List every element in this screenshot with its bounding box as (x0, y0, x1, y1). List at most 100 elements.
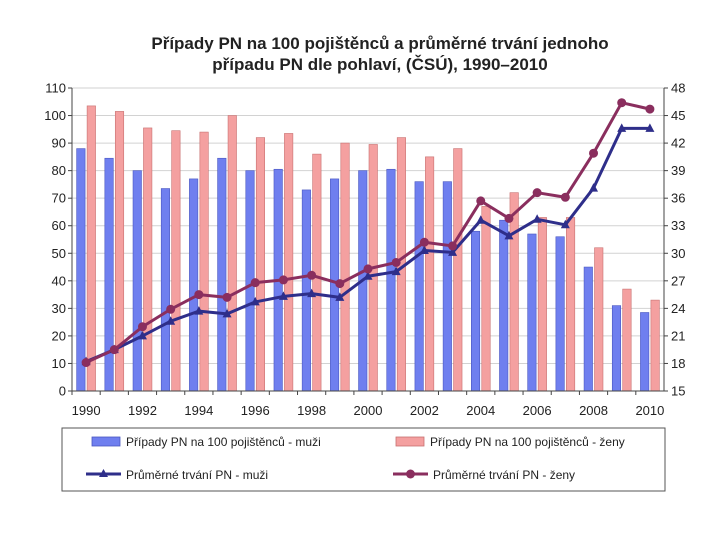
x-tick-label: 2006 (523, 403, 552, 418)
x-tick-label: 1998 (297, 403, 326, 418)
bar-women (650, 299, 660, 392)
legend-marker-line-men (99, 469, 108, 477)
marker-women (391, 257, 401, 267)
gridlines (72, 87, 664, 392)
right-tick-label: 39 (671, 163, 685, 178)
bar-women (255, 137, 265, 392)
bar-women (481, 206, 491, 392)
right-tick-label: 45 (671, 108, 685, 123)
x-tick-label: 2008 (579, 403, 608, 418)
line-series (81, 98, 655, 368)
x-tick-label: 2000 (354, 403, 383, 418)
marker-men (476, 215, 486, 224)
marker-women (532, 188, 542, 198)
bar-women (509, 192, 519, 392)
right-tick-label: 27 (671, 273, 685, 288)
right-tick-label: 30 (671, 246, 685, 261)
marker-men (250, 296, 260, 306)
x-axis-ticks: 1990 1992 1994 1996 1998 2000 2002 2004 2006 2008… (71, 391, 664, 418)
legend-label-bar-women: Případy PN na 100 pojištěnců - ženy (430, 435, 625, 449)
marker-men (419, 245, 429, 255)
bar-women (425, 156, 435, 392)
legend-label-line-men: Průměrné trvání PN - muži (126, 468, 268, 482)
left-tick-label: 70 (52, 191, 66, 206)
bar-men (471, 230, 481, 392)
bar-women (537, 217, 547, 392)
legend-box (61, 427, 666, 492)
marker-women (504, 213, 514, 223)
marker-men (166, 316, 176, 325)
legend: Případy PN na 100 pojištěnců - muži Příp… (61, 427, 666, 492)
marker-men (278, 291, 288, 300)
bar-men (386, 168, 396, 392)
right-axis-ticks: 15 18 21 24 27 30 33 36 39 42 45 48 (664, 81, 685, 399)
marker-men (448, 247, 458, 256)
chart-title-line-1: Případy PN na 100 pojištěnců a průměrné … (151, 34, 608, 53)
marker-men (307, 288, 317, 298)
bar-women (143, 127, 153, 392)
marker-men (532, 214, 542, 223)
marker-women (589, 148, 599, 158)
legend-swatch-bar-women (395, 436, 425, 447)
bar-men (555, 236, 565, 392)
left-tick-label: 40 (52, 273, 66, 288)
marker-women (448, 241, 458, 251)
right-tick-label: 18 (671, 356, 685, 371)
marker-women (419, 237, 429, 247)
bar-men (104, 157, 114, 392)
left-axis-ticks: 0 10 20 30 40 50 60 70 80 90 100 110 (44, 81, 72, 399)
right-tick-label: 42 (671, 136, 685, 151)
marker-women (81, 358, 91, 368)
bar-men (301, 189, 311, 392)
bar-men (640, 312, 650, 392)
marker-men (589, 183, 599, 192)
bar-men (499, 219, 509, 392)
left-tick-label: 60 (52, 218, 66, 233)
marker-men (560, 219, 570, 229)
plot-area (72, 88, 664, 391)
marker-women (335, 279, 345, 289)
x-tick-label: 2002 (410, 403, 439, 418)
marker-men (194, 306, 204, 315)
marker-men (335, 292, 345, 301)
bar-men (414, 181, 424, 392)
bar-women (594, 247, 604, 392)
legend-swatch-bar-men (91, 436, 121, 447)
left-tick-label: 100 (44, 108, 66, 123)
left-tick-label: 110 (45, 81, 66, 96)
legend-label-bar-men: Případy PN na 100 pojištěnců - muži (126, 435, 321, 449)
marker-women (363, 264, 373, 274)
bar-women (199, 131, 209, 392)
x-tick-label: 1990 (72, 403, 101, 418)
right-tick-label: 15 (671, 384, 685, 399)
bar-women (622, 288, 632, 392)
bar-men (189, 178, 199, 392)
bar-men (76, 148, 86, 392)
marker-women (307, 270, 317, 280)
right-tick-label: 24 (671, 301, 685, 316)
marker-women (137, 322, 147, 332)
marker-men (617, 123, 627, 132)
marker-women (250, 278, 260, 288)
left-tick-label: 10 (52, 356, 66, 371)
legend-label-line-women: Průměrné trvání PN - ženy (433, 468, 575, 482)
marker-women (278, 275, 288, 285)
right-tick-label: 33 (671, 218, 685, 233)
marker-women (194, 290, 204, 300)
bar-women (566, 217, 576, 392)
marker-women (560, 192, 570, 202)
marker-women (166, 304, 176, 314)
marker-women (222, 292, 232, 302)
bar-men (132, 170, 142, 392)
marker-women (476, 196, 486, 206)
chart-title-line-2: případu PN dle pohlaví, (ČSÚ), 1990–2010 (212, 55, 547, 74)
marker-women (109, 345, 119, 355)
marker-men (137, 330, 147, 340)
bar-women (86, 105, 96, 392)
marker-men (222, 308, 232, 318)
bar-women (340, 142, 350, 392)
left-tick-label: 90 (52, 136, 66, 151)
left-tick-label: 50 (52, 246, 66, 261)
bar-women (284, 133, 294, 392)
x-tick-label: 2010 (635, 403, 664, 418)
